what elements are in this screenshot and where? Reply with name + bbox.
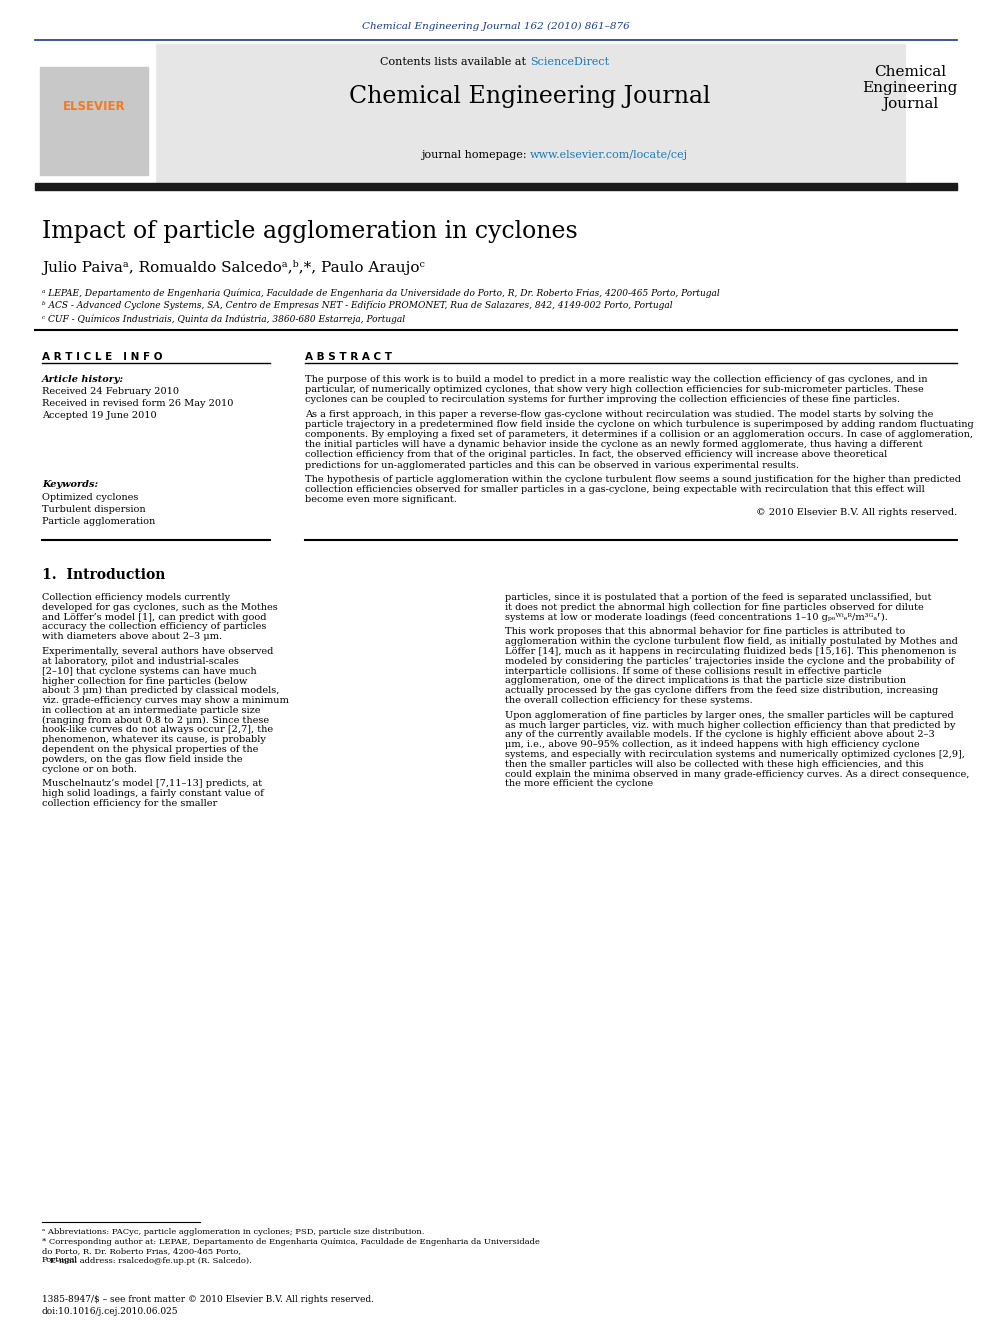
Text: doi:10.1016/j.cej.2010.06.025: doi:10.1016/j.cej.2010.06.025 — [42, 1307, 179, 1316]
Text: cyclone or on both.: cyclone or on both. — [42, 765, 137, 774]
Text: Chemical
Engineering
Journal: Chemical Engineering Journal — [862, 65, 957, 111]
Text: agglomeration within the cyclone turbulent flow field, as initially postulated b: agglomeration within the cyclone turbule… — [505, 638, 958, 646]
Text: any of the currently available models. If the cyclone is highly efficient above : any of the currently available models. I… — [505, 730, 934, 740]
Bar — [40, 67, 148, 175]
Text: ᵃ LEPAE, Departamento de Engenharia Química, Faculdade de Engenharia da Universi: ᵃ LEPAE, Departamento de Engenharia Quím… — [42, 288, 720, 298]
Text: Impact of particle agglomeration in cyclones: Impact of particle agglomeration in cycl… — [42, 220, 577, 243]
Text: ScienceDirect: ScienceDirect — [530, 57, 609, 67]
Text: The purpose of this work is to build a model to predict in a more realistic way : The purpose of this work is to build a m… — [305, 374, 928, 384]
Text: about 3 μm) than predicted by classical models,: about 3 μm) than predicted by classical … — [42, 687, 280, 696]
Text: ᵇ ACS - Advanced Cyclone Systems, SA, Centro de Empresas NET - Edifício PROMONET: ᵇ ACS - Advanced Cyclone Systems, SA, Ce… — [42, 302, 673, 311]
Text: This work proposes that this abnormal behavior for fine particles is attributed : This work proposes that this abnormal be… — [505, 627, 906, 636]
Text: particle trajectory in a predetermined flow field inside the cyclone on which tu: particle trajectory in a predetermined f… — [305, 419, 974, 429]
Text: the overall collection efficiency for these systems.: the overall collection efficiency for th… — [505, 696, 753, 705]
Text: particular, of numerically optimized cyclones, that show very high collection ef: particular, of numerically optimized cyc… — [305, 385, 924, 394]
Text: predictions for un-agglomerated particles and this can be observed in various ex: predictions for un-agglomerated particle… — [305, 460, 799, 470]
Text: journal homepage:: journal homepage: — [421, 149, 530, 160]
Text: ELSEVIER: ELSEVIER — [62, 101, 125, 112]
Text: Keywords:: Keywords: — [42, 480, 98, 490]
Text: and Löffer’s model [1], can predict with good: and Löffer’s model [1], can predict with… — [42, 613, 267, 622]
Text: viz. grade-efficiency curves may show a minimum: viz. grade-efficiency curves may show a … — [42, 696, 289, 705]
Text: Chemical Engineering Journal: Chemical Engineering Journal — [349, 85, 710, 108]
Text: particles, since it is postulated that a portion of the feed is separated unclas: particles, since it is postulated that a… — [505, 593, 931, 602]
Text: collection efficiency from that of the original particles. In fact, the observed: collection efficiency from that of the o… — [305, 450, 887, 459]
Text: with diameters above about 2–3 μm.: with diameters above about 2–3 μm. — [42, 632, 222, 642]
Text: at laboratory, pilot and industrial-scales: at laboratory, pilot and industrial-scal… — [42, 656, 239, 665]
Bar — [155, 44, 905, 185]
Text: ᶜ CUF - Químicos Industriais, Quinta da Indústria, 3860-680 Estarreja, Portugal: ᶜ CUF - Químicos Industriais, Quinta da … — [42, 314, 405, 324]
Bar — [35, 44, 155, 185]
Text: hook-like curves do not always occur [2,7], the: hook-like curves do not always occur [2,… — [42, 725, 273, 734]
Text: high solid loadings, a fairly constant value of: high solid loadings, a fairly constant v… — [42, 790, 264, 798]
Text: dependent on the physical properties of the: dependent on the physical properties of … — [42, 745, 258, 754]
Text: (ranging from about 0.8 to 2 μm). Since these: (ranging from about 0.8 to 2 μm). Since … — [42, 716, 269, 725]
Text: agglomeration, one of the direct implications is that the particle size distribu: agglomeration, one of the direct implica… — [505, 676, 906, 685]
Text: components. By employing a fixed set of parameters, it determines if a collision: components. By employing a fixed set of … — [305, 430, 973, 439]
Text: 1385-8947/$ – see front matter © 2010 Elsevier B.V. All rights reserved.: 1385-8947/$ – see front matter © 2010 El… — [42, 1295, 374, 1304]
Text: Muschelnautz’s model [7,11–13] predicts, at: Muschelnautz’s model [7,11–13] predicts,… — [42, 779, 262, 789]
Text: Chemical Engineering Journal 162 (2010) 861–876: Chemical Engineering Journal 162 (2010) … — [362, 22, 630, 32]
Text: [2–10] that cyclone systems can have much: [2–10] that cyclone systems can have muc… — [42, 667, 257, 676]
Text: * Corresponding author at: LEPAE, Departamento de Engenharia Química, Faculdade : * Corresponding author at: LEPAE, Depart… — [42, 1238, 540, 1246]
Text: The hypothesis of particle agglomeration within the cyclone turbulent flow seems: The hypothesis of particle agglomeration… — [305, 475, 961, 484]
Text: A R T I C L E   I N F O: A R T I C L E I N F O — [42, 352, 163, 363]
Text: Particle agglomeration: Particle agglomeration — [42, 517, 156, 527]
Text: cyclones can be coupled to recirculation systems for further improving the colle: cyclones can be coupled to recirculation… — [305, 396, 900, 405]
Text: collection efficiency for the smaller: collection efficiency for the smaller — [42, 799, 217, 808]
Text: then the smaller particles will also be collected with these high efficiencies, : then the smaller particles will also be … — [505, 759, 924, 769]
Text: 1.  Introduction: 1. Introduction — [42, 568, 166, 582]
Text: as much larger particles, viz. with much higher collection efficiency than that : as much larger particles, viz. with much… — [505, 721, 955, 729]
Text: As a first approach, in this paper a reverse-flow gas-cyclone without recirculat: As a first approach, in this paper a rev… — [305, 410, 933, 418]
Text: Julio Paivaᵃ, Romualdo Salcedoᵃ,ᵇ,*, Paulo Araujoᶜ: Julio Paivaᵃ, Romualdo Salcedoᵃ,ᵇ,*, Pau… — [42, 261, 425, 275]
Text: become even more significant.: become even more significant. — [305, 495, 457, 504]
Text: could explain the minima observed in many grade-efficiency curves. As a direct c: could explain the minima observed in man… — [505, 770, 969, 779]
Text: powders, on the gas flow field inside the: powders, on the gas flow field inside th… — [42, 755, 242, 763]
Text: the initial particles will have a dynamic behavior inside the cyclone as an newl: the initial particles will have a dynami… — [305, 441, 923, 450]
Text: Turbulent dispersion: Turbulent dispersion — [42, 505, 146, 515]
Text: Article history:: Article history: — [42, 374, 124, 384]
Text: do Porto, R. Dr. Roberto Frias, 4200-465 Porto,
Portugal: do Porto, R. Dr. Roberto Frias, 4200-465… — [42, 1248, 241, 1265]
Text: Collection efficiency models currently: Collection efficiency models currently — [42, 593, 230, 602]
Text: accuracy the collection efficiency of particles: accuracy the collection efficiency of pa… — [42, 622, 267, 631]
Text: higher collection for fine particles (below: higher collection for fine particles (be… — [42, 676, 247, 685]
Text: it does not predict the abnormal high collection for fine particles observed for: it does not predict the abnormal high co… — [505, 603, 924, 611]
Text: Löffer [14], much as it happens in recirculating fluidized beds [15,16]. This ph: Löffer [14], much as it happens in recir… — [505, 647, 956, 656]
Text: Contents lists available at: Contents lists available at — [381, 57, 530, 67]
Text: ᵃ Abbreviations: PACyc, particle agglomeration in cyclones; PSD, particle size d: ᵃ Abbreviations: PACyc, particle agglome… — [42, 1228, 425, 1236]
Text: actually processed by the gas cyclone differs from the feed size distribution, i: actually processed by the gas cyclone di… — [505, 687, 938, 695]
Text: Received 24 February 2010: Received 24 February 2010 — [42, 388, 179, 396]
Text: Experimentally, several authors have observed: Experimentally, several authors have obs… — [42, 647, 274, 656]
Text: modeled by considering the particles’ trajectories inside the cyclone and the pr: modeled by considering the particles’ tr… — [505, 656, 954, 665]
Text: Optimized cyclones: Optimized cyclones — [42, 493, 138, 501]
Text: E-mail address: rsalcedo@fe.up.pt (R. Salcedo).: E-mail address: rsalcedo@fe.up.pt (R. Sa… — [42, 1257, 252, 1265]
Text: collection efficiencies observed for smaller particles in a gas-cyclone, being e: collection efficiencies observed for sma… — [305, 486, 925, 493]
Text: phenomenon, whatever its cause, is probably: phenomenon, whatever its cause, is proba… — [42, 736, 266, 745]
Text: A B S T R A C T: A B S T R A C T — [305, 352, 392, 363]
Text: the more efficient the cyclone: the more efficient the cyclone — [505, 779, 653, 789]
Text: systems, and especially with recirculation systems and numerically optimized cyc: systems, and especially with recirculati… — [505, 750, 965, 759]
Bar — [35, 183, 957, 191]
Text: Received in revised form 26 May 2010: Received in revised form 26 May 2010 — [42, 400, 233, 407]
Text: © 2010 Elsevier B.V. All rights reserved.: © 2010 Elsevier B.V. All rights reserved… — [756, 508, 957, 517]
Text: interparticle collisions. If some of these collisions result in effective partic: interparticle collisions. If some of the… — [505, 667, 882, 676]
Text: www.elsevier.com/locate/cej: www.elsevier.com/locate/cej — [530, 149, 688, 160]
Text: systems at low or moderate loadings (feed concentrations 1–10 gₚₒᵂⁱₑᴿ/m³ᴳₐ⸢).: systems at low or moderate loadings (fee… — [505, 613, 888, 622]
Text: developed for gas cyclones, such as the Mothes: developed for gas cyclones, such as the … — [42, 603, 278, 611]
Text: Accepted 19 June 2010: Accepted 19 June 2010 — [42, 411, 157, 419]
Text: in collection at an intermediate particle size: in collection at an intermediate particl… — [42, 705, 261, 714]
Text: Upon agglomeration of fine particles by larger ones, the smaller particles will : Upon agglomeration of fine particles by … — [505, 710, 953, 720]
Text: μm, i.e., above 90–95% collection, as it indeed happens with high efficiency cyc: μm, i.e., above 90–95% collection, as it… — [505, 740, 920, 749]
